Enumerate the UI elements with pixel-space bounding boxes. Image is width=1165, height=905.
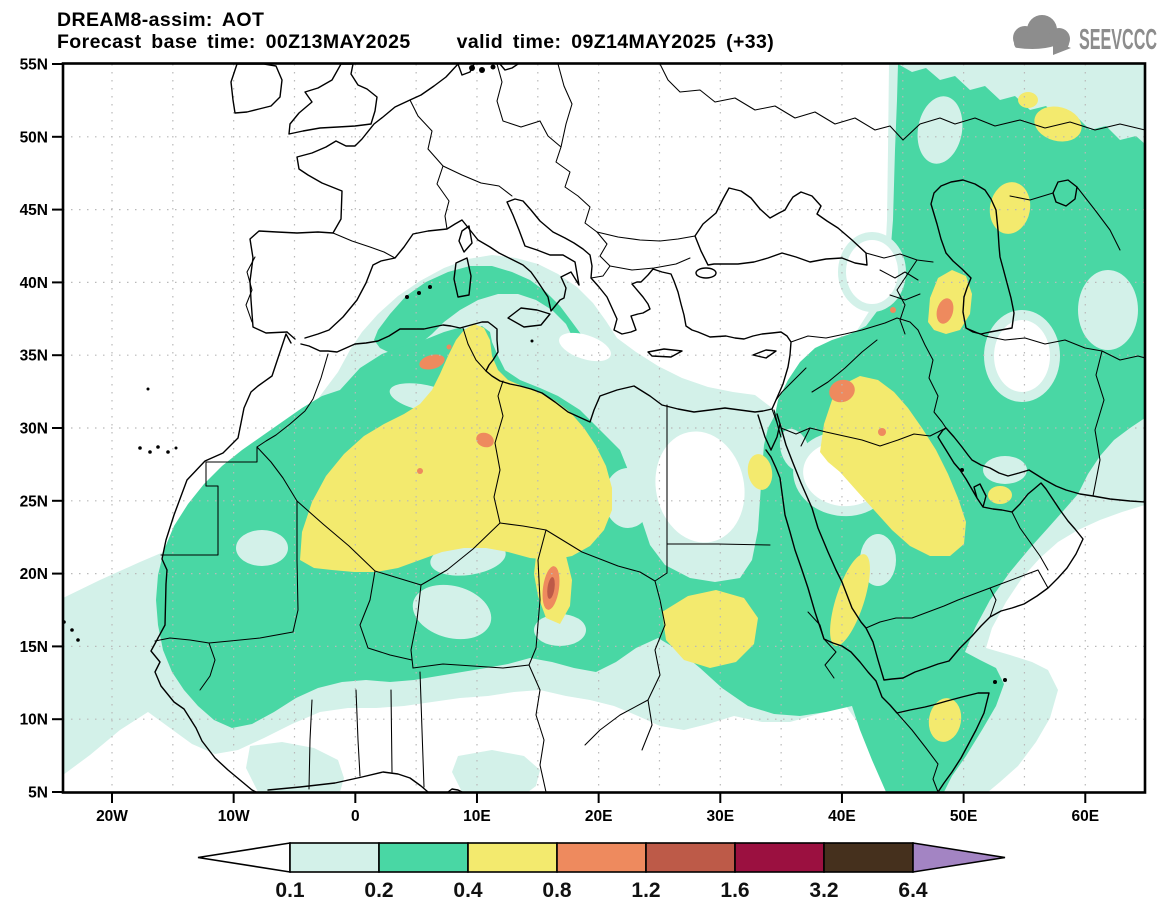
colorbar-cell — [556, 842, 647, 873]
country-borders — [154, 64, 1145, 792]
small-islands — [63, 64, 1007, 684]
colorbar-cell — [645, 842, 736, 873]
colorbar-legend: 0.1 0.2 0.4 0.8 1.2 1.6 3.2 6.4 — [197, 842, 1006, 902]
lat-tick-label: 40N — [20, 275, 48, 292]
colorbar-level-label: 0.2 — [364, 879, 393, 902]
colorbar-level-label: 0.1 — [275, 879, 305, 902]
seevccc-logo: SEEVCCC — [1006, 15, 1157, 56]
lat-tick-label: 55N — [20, 57, 48, 74]
colorbar-cell — [289, 842, 380, 873]
colorbar-cell — [823, 842, 914, 873]
lat-tick-label: 35N — [20, 348, 48, 365]
lon-tick-label: 10W — [218, 808, 250, 825]
lat-tick-label: 30N — [20, 421, 48, 438]
lon-tick-label: 0 — [351, 808, 360, 825]
colorbar-level-label: 6.4 — [898, 879, 928, 902]
contour-pale-pockets — [236, 96, 1138, 646]
page-title: DREAM8-assim: AOT — [57, 9, 265, 31]
lon-axis: 20W 10W 0 10E 20E 30E 40E 50E 60E — [96, 792, 1099, 825]
lat-tick-label: 15N — [20, 639, 48, 656]
lon-tick-label: 20E — [585, 808, 613, 825]
lat-tick-label: 20N — [20, 566, 48, 583]
contour-layer-aot-0p8 — [417, 298, 954, 610]
logo-text: SEEVCCC — [1079, 24, 1157, 56]
lon-tick-label: 40E — [828, 808, 856, 825]
lat-tick-label: 5N — [28, 785, 48, 802]
lat-tick-label: 50N — [20, 129, 48, 146]
colorbar-level-label: 1.2 — [631, 879, 660, 902]
forecast-time-line: Forecast base time: 00Z13MAY2025 valid ti… — [57, 31, 774, 54]
valid-time-label: valid time: 09Z14MAY2025 (+33) — [456, 31, 775, 53]
cloud-arrow-icon — [1006, 15, 1071, 55]
lat-axis: 55N 50N 45N 40N 35N 30N 25N 20N 15N 10N 5N — [20, 57, 63, 802]
lon-tick-label: 30E — [707, 808, 735, 825]
colorbar-arrow-right — [912, 842, 1006, 873]
lat-tick-label: 25N — [20, 493, 48, 510]
colorbar-level-label: 0.8 — [542, 879, 572, 902]
colorbar-arrow-left — [197, 842, 291, 873]
contour-holes — [559, 232, 1060, 553]
lon-tick-label: 60E — [1071, 808, 1099, 825]
lon-tick-label: 20W — [96, 808, 128, 825]
colorbar-level-label: 0.4 — [453, 879, 483, 902]
base-time-label: Forecast base time: 00Z13MAY2025 — [57, 31, 411, 53]
colorbar-cell — [734, 842, 825, 873]
colorbar-cell — [378, 842, 469, 873]
lat-tick-label: 10N — [20, 712, 48, 729]
colorbar-cell — [467, 842, 558, 873]
lon-tick-label: 50E — [950, 808, 978, 825]
contour-layer-aot-1p2 — [547, 577, 555, 599]
lon-tick-label: 10E — [463, 808, 491, 825]
lat-tick-label: 45N — [20, 202, 48, 219]
colorbar-level-label: 3.2 — [809, 879, 838, 902]
graticule — [63, 64, 1145, 792]
colorbar-level-label: 1.6 — [720, 879, 749, 902]
